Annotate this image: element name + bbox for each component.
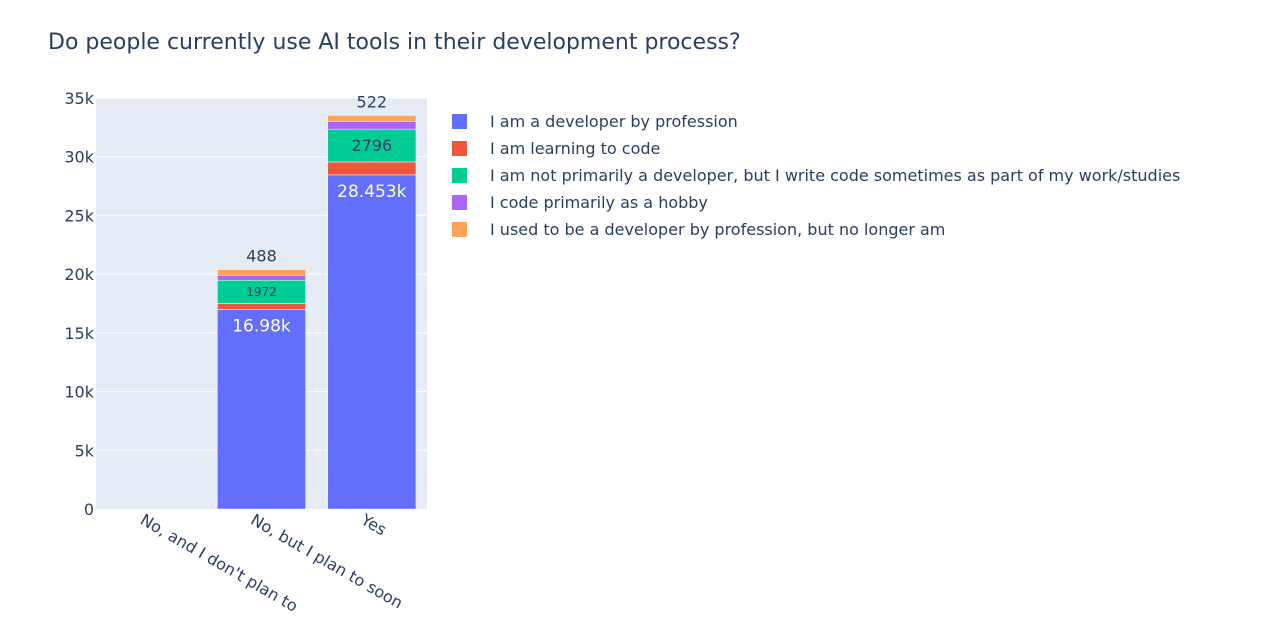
- legend-label: I am not primarily a developer, but I wr…: [490, 166, 1181, 185]
- legend-swatch: [452, 114, 467, 129]
- bar-data-label: 488: [246, 247, 277, 266]
- bar-data-label: 1972: [246, 285, 277, 299]
- bar-segment[interactable]: [327, 161, 417, 176]
- y-tick-label: 20k: [64, 265, 94, 284]
- bar-data-label: 2796: [351, 136, 392, 155]
- legend-label: I am learning to code: [490, 139, 661, 158]
- legend-item[interactable]: I used to be a developer by profession, …: [452, 216, 1180, 243]
- legend-swatch: [452, 141, 467, 156]
- bar-segment[interactable]: [327, 121, 417, 130]
- bar-segment[interactable]: [217, 309, 306, 510]
- bar-data-label: 28.453k: [337, 182, 406, 202]
- bar-segment[interactable]: [217, 269, 306, 276]
- bar-segment[interactable]: [217, 275, 306, 281]
- legend-item[interactable]: I am a developer by profession: [452, 108, 1180, 135]
- bar-data-label: 522: [357, 92, 388, 111]
- legend-swatch: [452, 222, 467, 237]
- bar-data-label: 16.98k: [232, 317, 291, 337]
- y-tick-label: 0: [84, 500, 94, 519]
- legend-swatch: [452, 195, 467, 210]
- y-tick-label: 5k: [75, 441, 95, 460]
- y-tick-label: 30k: [64, 148, 94, 167]
- legend-item[interactable]: I am learning to code: [452, 135, 1180, 162]
- legend-label: I used to be a developer by profession, …: [490, 220, 946, 239]
- legend: I am a developer by profession I am learn…: [452, 108, 1180, 243]
- y-tick-label: 35k: [64, 89, 94, 108]
- bar-segment[interactable]: [327, 115, 417, 122]
- legend-label: I code primarily as a hobby: [490, 193, 708, 212]
- y-tick-label: 15k: [64, 324, 94, 343]
- chart-title: Do people currently use AI tools in thei…: [48, 30, 741, 55]
- bar-segment[interactable]: [327, 174, 417, 510]
- y-axis: 0 5k 10k 15k 20k 25k 30k 35k: [64, 89, 94, 519]
- legend-label: I am a developer by profession: [490, 112, 738, 131]
- y-tick-label: 10k: [64, 383, 94, 402]
- y-tick-label: 25k: [64, 206, 94, 225]
- bars: [217, 115, 417, 510]
- x-tick-label: Yes: [357, 510, 390, 540]
- legend-swatch: [452, 168, 467, 183]
- bar-labels: 16.98k 1972 488 28.453k 2796 522: [232, 92, 406, 336]
- legend-item[interactable]: I code primarily as a hobby: [452, 189, 1180, 216]
- legend-item[interactable]: I am not primarily a developer, but I wr…: [452, 162, 1180, 189]
- bar-segment[interactable]: [217, 303, 306, 310]
